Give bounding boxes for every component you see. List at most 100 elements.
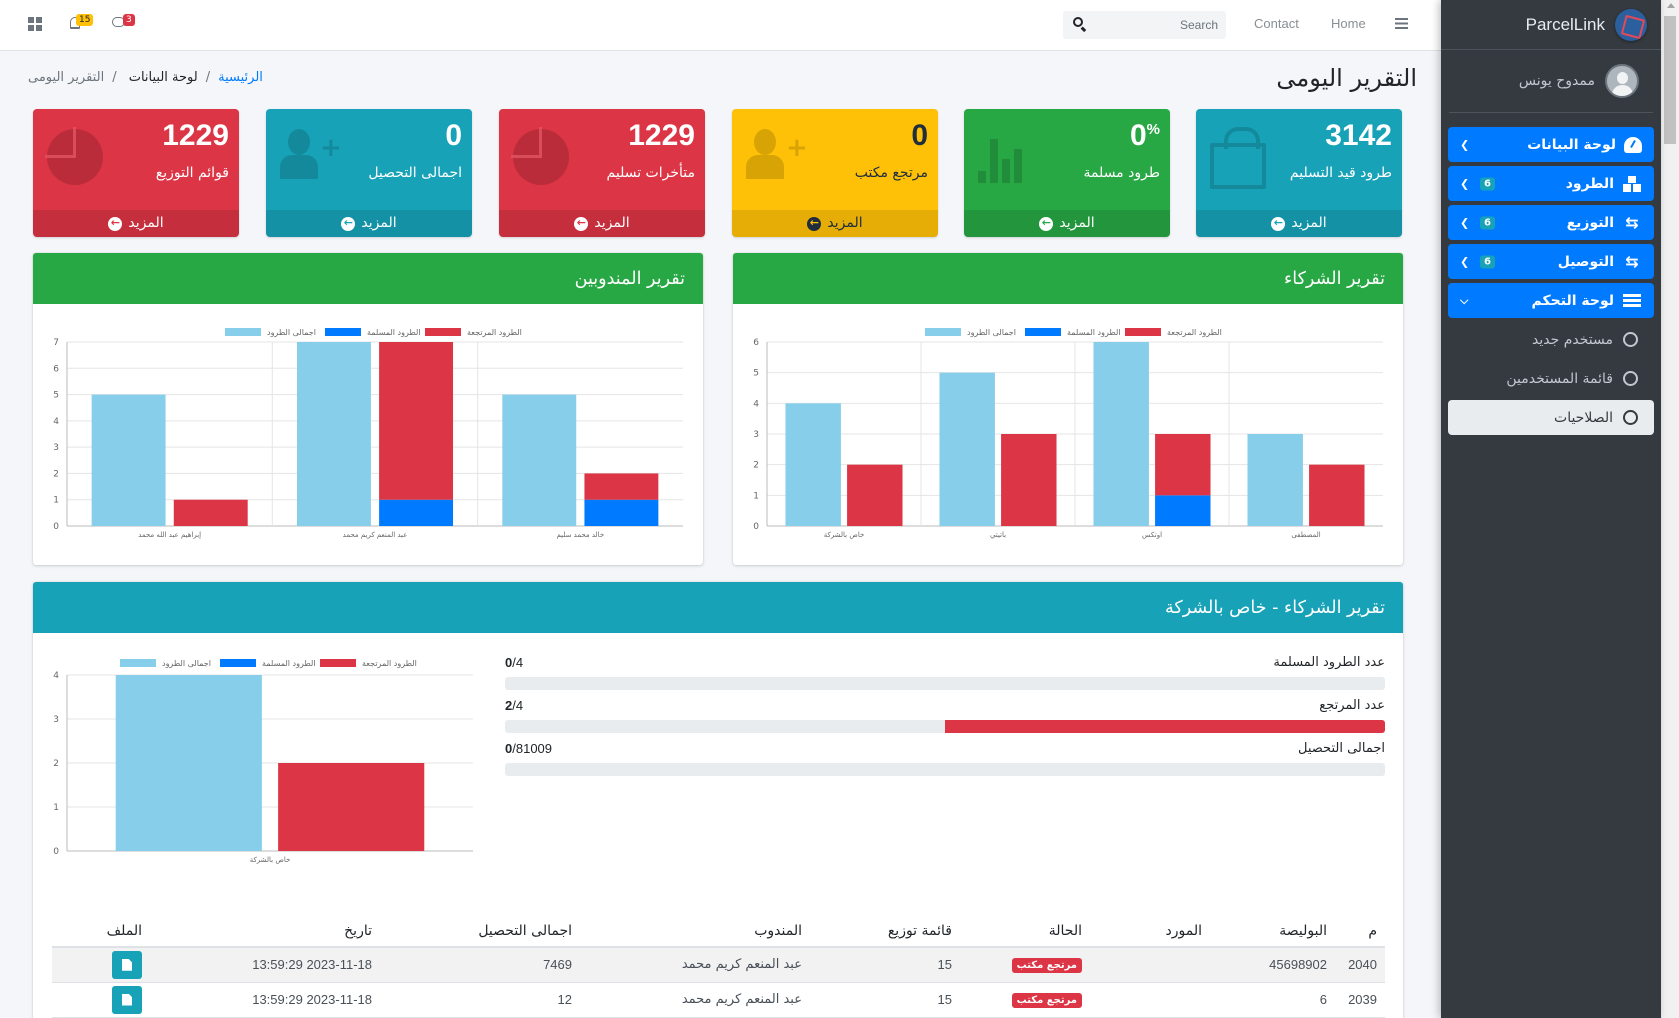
sidebar: ParcelLink ممدوح يونس ❮ لوحة البيانات ❮ … (1441, 0, 1661, 1018)
legend-item[interactable]: اجمالى الطرود (925, 328, 1016, 337)
scrollbar-thumb[interactable] (1664, 16, 1676, 144)
cell-status: مرتجع مكتب (960, 947, 1090, 983)
bar[interactable] (1155, 434, 1211, 496)
table-row: 2040 45698902 مرتجع مكتب 15 عبد المنعم ك… (52, 947, 1385, 983)
stat-more-link[interactable]: المزيد (33, 210, 239, 237)
y-tick-label: 6 (53, 364, 59, 374)
y-tick-label: 3 (53, 715, 59, 725)
avatar (1605, 64, 1639, 98)
apps-grid-icon[interactable] (28, 17, 42, 31)
y-tick-label: 5 (53, 391, 59, 401)
partners-report-card: تقرير الشركاء اجمالى الطرود الطرود المسلم… (733, 253, 1403, 565)
sidebar-badge: 6 (1480, 177, 1495, 190)
legend-item[interactable]: الطرود المسلمة (1025, 328, 1121, 337)
company-bar-chart: اجمالى الطرود الطرود المسلمة الطرود المرتج… (53, 659, 473, 864)
legend-swatch (425, 328, 461, 336)
bar[interactable] (379, 499, 454, 526)
sidebar-item-distribution[interactable]: ❮ 6 التوزيع ⇆ (1448, 205, 1654, 240)
column-header[interactable]: الحالة (960, 915, 1090, 948)
column-header[interactable]: الملف (52, 915, 150, 948)
legend-item[interactable]: الطرود المرتجعة (425, 328, 522, 337)
legend-item[interactable]: اجمالى الطرود (225, 328, 316, 337)
bar[interactable] (785, 403, 841, 526)
search-icon[interactable] (1073, 17, 1083, 27)
bar[interactable] (173, 499, 248, 526)
more-label: المزيد (1291, 215, 1327, 231)
sidebar-subitem-permissions[interactable]: الصلاحيات (1448, 400, 1654, 435)
sidebar-subitem-new-user[interactable]: مستخدم جديد (1448, 322, 1654, 357)
legend-swatch (1125, 328, 1161, 336)
sidebar-item-delivery[interactable]: ❮ 6 التوصيل ⇆ (1448, 244, 1654, 279)
card-header: تقرير الشركاء (733, 253, 1403, 304)
column-header[interactable]: البوليصة (1210, 915, 1335, 948)
bar[interactable] (1155, 495, 1211, 526)
sidebar-item-label: التوصيل (1557, 253, 1614, 270)
legend-item[interactable]: اجمالى الطرود (120, 659, 211, 668)
bar[interactable] (278, 763, 425, 851)
sidebar-item-control-panel[interactable]: ⌵ لوحة التحكم (1448, 283, 1654, 318)
stat-more-link[interactable]: المزيد (732, 210, 938, 237)
file-button[interactable] (112, 985, 142, 1014)
breadcrumb-separator: / (112, 70, 121, 85)
breadcrumb-home[interactable]: الرئيسية (218, 70, 263, 85)
dashboard-gauge-icon (1624, 136, 1642, 153)
circle-icon (1623, 332, 1638, 347)
bar[interactable] (379, 342, 454, 500)
sidebar-item-dashboard[interactable]: ❮ لوحة البيانات (1448, 127, 1654, 162)
chevron-left-icon: ❮ (1460, 138, 1470, 151)
legend-item[interactable]: الطرود المسلمة (220, 659, 316, 668)
bar[interactable] (847, 464, 903, 526)
column-header[interactable]: تاريخ (150, 915, 380, 948)
bar[interactable] (91, 394, 166, 526)
bar[interactable] (1247, 434, 1303, 526)
breadcrumb-dashboard[interactable]: لوحة البيانات (128, 70, 198, 85)
sidebar-subitem-users-list[interactable]: قائمة المستخدمين (1448, 361, 1654, 396)
stat-value: 0 (911, 119, 928, 152)
user-plus-icon: + (746, 129, 808, 181)
stat-more-link[interactable]: المزيد (499, 210, 705, 237)
sidebar-item-parcels[interactable]: ❮ 6 الطرود (1448, 166, 1654, 201)
nav-link-contact[interactable]: Contact (1254, 16, 1299, 31)
bar[interactable] (584, 473, 659, 500)
column-header[interactable]: اجمالى التحصيل (380, 915, 580, 948)
scrollbar[interactable] (1661, 0, 1679, 1018)
column-header[interactable]: قائمة توزيع (810, 915, 960, 948)
search-input[interactable] (1096, 11, 1226, 39)
column-header[interactable]: المورد (1090, 915, 1210, 948)
cell-date: 2023-11-18 13:59:29 (150, 947, 380, 983)
column-header[interactable]: م (1335, 915, 1385, 948)
bar[interactable] (1309, 464, 1365, 526)
progress-count: 0/81009 (505, 741, 553, 756)
bar[interactable] (1001, 434, 1057, 526)
stat-more-link[interactable]: المزيد (1196, 210, 1402, 237)
file-button[interactable] (112, 950, 142, 979)
notifications-badge[interactable]: 15 (76, 14, 94, 26)
bar[interactable] (1093, 342, 1149, 526)
legend-item[interactable]: الطرود المرتجعة (320, 659, 417, 668)
scroll-up-icon[interactable] (1667, 3, 1675, 8)
user-panel[interactable]: ممدوح يونس (1449, 50, 1653, 113)
messages-badge[interactable]: 3 (123, 14, 135, 26)
brand[interactable]: ParcelLink (1441, 0, 1661, 50)
bar[interactable] (502, 394, 577, 526)
bar[interactable] (584, 499, 659, 526)
column-header[interactable]: المندوب (580, 915, 810, 948)
shopping-bag-icon (1210, 127, 1266, 189)
progress-collection: اجمالى التحصيل 0/81009 (505, 741, 1385, 784)
y-tick-label: 3 (53, 443, 59, 453)
stat-more-link[interactable]: المزيد (266, 210, 472, 237)
y-tick-label: 5 (753, 369, 759, 379)
arrow-circle-left-icon (1039, 216, 1054, 231)
sidebar-item-label: لوحة التحكم (1531, 292, 1614, 309)
user-name: ممدوح يونس (1518, 73, 1595, 89)
legend-item[interactable]: الطرود المسلمة (325, 328, 421, 337)
bar[interactable] (296, 342, 371, 526)
legend-label: الطرود المسلمة (367, 328, 421, 337)
stat-more-link[interactable]: المزيد (964, 210, 1170, 237)
menu-toggle-icon[interactable] (1395, 18, 1408, 29)
bar[interactable] (939, 372, 995, 526)
nav-link-home[interactable]: Home (1331, 16, 1366, 31)
legend-item[interactable]: الطرود المرتجعة (1125, 328, 1222, 337)
bar[interactable] (115, 675, 262, 851)
cell-dist-list: 15 (810, 947, 960, 983)
